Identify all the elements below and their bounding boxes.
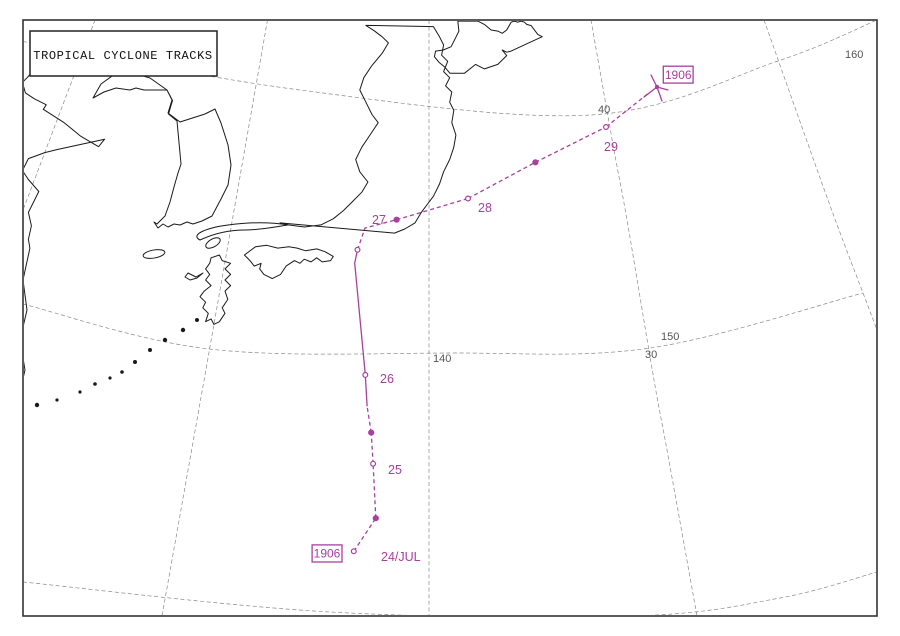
svg-text:150: 150 bbox=[661, 331, 679, 343]
svg-text:140: 140 bbox=[433, 353, 451, 365]
svg-text:40: 40 bbox=[598, 104, 610, 116]
svg-text:TROPICAL CYCLONE TRACKS: TROPICAL CYCLONE TRACKS bbox=[33, 49, 212, 63]
svg-text:30: 30 bbox=[645, 349, 657, 361]
svg-text:1906: 1906 bbox=[665, 68, 692, 82]
svg-text:1906: 1906 bbox=[314, 547, 341, 561]
svg-text:24/JUL: 24/JUL bbox=[381, 550, 421, 564]
svg-text:25: 25 bbox=[388, 463, 402, 477]
svg-text:26: 26 bbox=[380, 372, 394, 386]
svg-text:28: 28 bbox=[478, 201, 492, 215]
svg-text:27: 27 bbox=[372, 213, 386, 227]
svg-text:160: 160 bbox=[845, 49, 863, 61]
svg-text:29: 29 bbox=[604, 140, 618, 154]
